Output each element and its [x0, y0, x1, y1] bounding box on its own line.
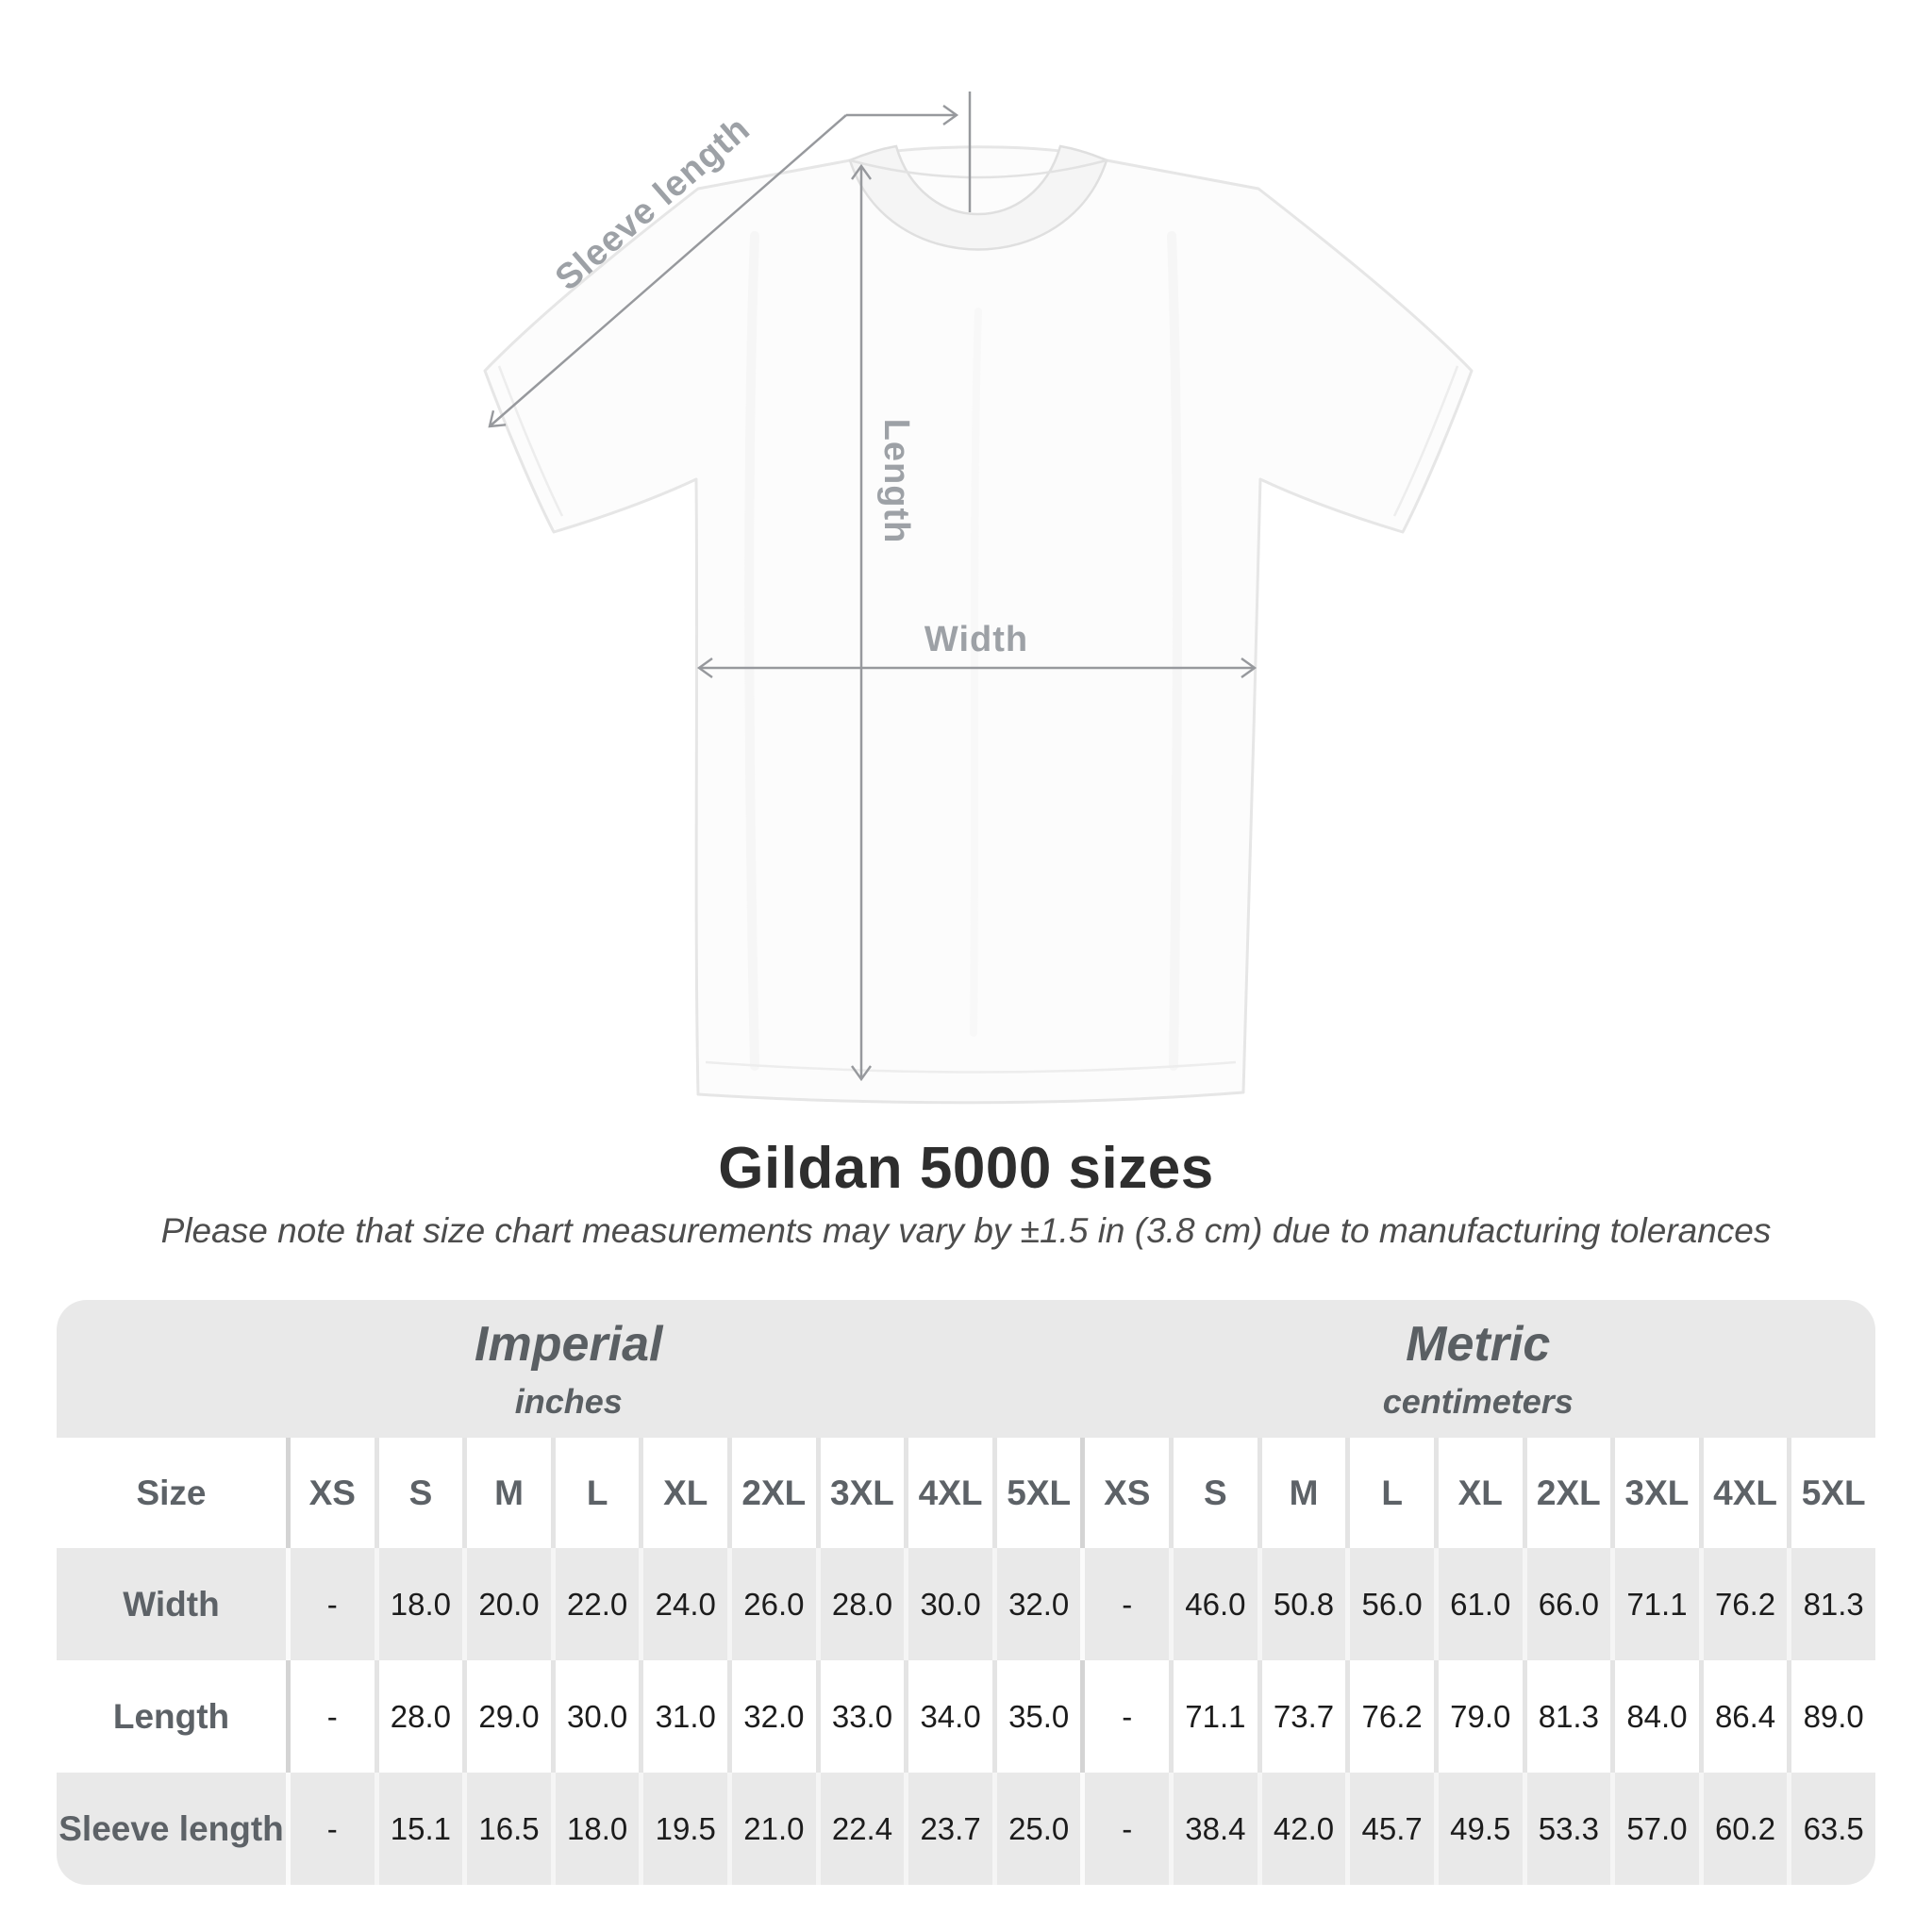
- cell-imperial-5xl: 32.0: [991, 1548, 1081, 1660]
- cell-metric-xs: -: [1080, 1660, 1170, 1773]
- col-header-metric-s: S: [1169, 1438, 1257, 1548]
- cell-metric-s: 46.0: [1169, 1548, 1257, 1660]
- cell-metric-xs: -: [1080, 1773, 1170, 1885]
- cell-imperial-l: 30.0: [550, 1660, 640, 1773]
- col-header-metric-l: L: [1345, 1438, 1434, 1548]
- cell-metric-xl: 79.0: [1433, 1660, 1523, 1773]
- section-header-row: Imperial inches Metric centimeters: [57, 1300, 1875, 1438]
- row-label: Length: [57, 1660, 286, 1773]
- cell-metric-xl: 49.5: [1433, 1773, 1523, 1885]
- tshirt-size-diagram: Sleeve length Length Width: [483, 92, 1474, 1105]
- page-subtitle: Please note that size chart measurements…: [160, 1211, 1772, 1250]
- sleeve-length-arrow: [488, 114, 847, 428]
- cell-metric-xs: -: [1080, 1548, 1170, 1660]
- table-row-length: Length -28.0 29.0 30.0 31.0 32.0 33.0 34.0 35.0-…: [57, 1660, 1875, 1773]
- cell-imperial-xl: 19.5: [639, 1773, 728, 1885]
- cell-metric-5xl: 89.0: [1787, 1660, 1875, 1773]
- col-header-metric-3xl: 3XL: [1610, 1438, 1699, 1548]
- page-title: Gildan 5000 sizes: [718, 1136, 1214, 1201]
- cell-imperial-2xl: 26.0: [727, 1548, 816, 1660]
- cell-metric-m: 50.8: [1257, 1548, 1346, 1660]
- cell-imperial-l: 22.0: [550, 1548, 640, 1660]
- imperial-unit: inches: [514, 1382, 623, 1421]
- cell-metric-4xl: 86.4: [1698, 1660, 1788, 1773]
- col-header-imperial-4xl: 4XL: [904, 1438, 992, 1548]
- col-header-imperial-2xl: 2XL: [727, 1438, 816, 1548]
- cell-metric-2xl: 81.3: [1522, 1660, 1611, 1773]
- cell-imperial-3xl: 28.0: [815, 1548, 905, 1660]
- cell-imperial-l: 18.0: [550, 1773, 640, 1885]
- size-chart-table: Imperial inches Metric centimeters Size …: [57, 1300, 1875, 1885]
- cell-imperial-5xl: 25.0: [991, 1773, 1081, 1885]
- col-header-metric-5xl: 5XL: [1787, 1438, 1875, 1548]
- cell-imperial-s: 18.0: [374, 1548, 463, 1660]
- cell-imperial-2xl: 32.0: [727, 1660, 816, 1773]
- cell-metric-4xl: 60.2: [1698, 1773, 1788, 1885]
- size-chart: Imperial inches Metric centimeters Size …: [57, 1300, 1875, 1885]
- metric-unit: centimeters: [1382, 1382, 1574, 1421]
- table-row-sleeve-length: Sleeve length -15.1 16.5 18.0 19.5 21.0 22.4 23…: [57, 1773, 1875, 1885]
- cell-imperial-s: 15.1: [374, 1773, 463, 1885]
- cell-imperial-4xl: 23.7: [904, 1773, 992, 1885]
- row-label: Sleeve length: [57, 1773, 286, 1885]
- cell-metric-5xl: 63.5: [1787, 1773, 1875, 1885]
- cell-imperial-xl: 24.0: [639, 1548, 728, 1660]
- cell-imperial-4xl: 30.0: [904, 1548, 992, 1660]
- cell-metric-l: 76.2: [1345, 1660, 1434, 1773]
- cell-metric-5xl: 81.3: [1787, 1548, 1875, 1660]
- imperial-label: Imperial: [475, 1317, 663, 1372]
- row-label: Width: [57, 1548, 286, 1660]
- collar: [848, 144, 1108, 251]
- cell-imperial-m: 29.0: [462, 1660, 551, 1773]
- col-header-imperial-5xl: 5XL: [991, 1438, 1081, 1548]
- imperial-section-header: Imperial inches: [57, 1300, 1081, 1438]
- cell-imperial-3xl: 33.0: [815, 1660, 905, 1773]
- cell-metric-m: 42.0: [1257, 1773, 1346, 1885]
- cell-metric-s: 38.4: [1169, 1773, 1257, 1885]
- tshirt-graphic: Sleeve length Length Width: [483, 92, 1474, 1105]
- cell-imperial-xs: -: [286, 1660, 375, 1773]
- col-header-imperial-xs: XS: [286, 1438, 375, 1548]
- metric-section-header: Metric centimeters: [1080, 1300, 1875, 1438]
- length-label: Length: [876, 419, 916, 544]
- col-header-metric-xs: XS: [1080, 1438, 1170, 1548]
- cell-metric-2xl: 66.0: [1522, 1548, 1611, 1660]
- cell-metric-m: 73.7: [1257, 1660, 1346, 1773]
- col-header-metric-2xl: 2XL: [1522, 1438, 1611, 1548]
- size-header-row: Size XS S M L XL 2XL 3XL 4XL 5XL XS S M L XL 2XL 3XL 4XL…: [57, 1438, 1875, 1548]
- cell-metric-2xl: 53.3: [1522, 1773, 1611, 1885]
- metric-label: Metric: [1406, 1317, 1551, 1372]
- size-column-header: Size: [57, 1438, 286, 1548]
- col-header-imperial-3xl: 3XL: [815, 1438, 905, 1548]
- col-header-imperial-s: S: [374, 1438, 463, 1548]
- cell-imperial-xl: 31.0: [639, 1660, 728, 1773]
- cell-imperial-s: 28.0: [374, 1660, 463, 1773]
- cell-imperial-4xl: 34.0: [904, 1660, 992, 1773]
- col-header-imperial-l: L: [550, 1438, 640, 1548]
- col-header-imperial-xl: XL: [639, 1438, 728, 1548]
- cell-metric-4xl: 76.2: [1698, 1548, 1788, 1660]
- cell-imperial-xs: -: [286, 1773, 375, 1885]
- col-header-metric-xl: XL: [1433, 1438, 1523, 1548]
- cell-metric-l: 56.0: [1345, 1548, 1434, 1660]
- col-header-metric-m: M: [1257, 1438, 1346, 1548]
- cell-imperial-m: 20.0: [462, 1548, 551, 1660]
- table-row-width: Width -18.0 20.0 22.0 24.0 26.0 28.0 30.0 32.0-4…: [57, 1548, 1875, 1660]
- cell-imperial-xs: -: [286, 1548, 375, 1660]
- cell-metric-3xl: 57.0: [1610, 1773, 1699, 1885]
- cell-metric-3xl: 71.1: [1610, 1548, 1699, 1660]
- cell-metric-xl: 61.0: [1433, 1548, 1523, 1660]
- width-label: Width: [924, 620, 1028, 659]
- cell-imperial-m: 16.5: [462, 1773, 551, 1885]
- cell-metric-l: 45.7: [1345, 1773, 1434, 1885]
- cell-imperial-3xl: 22.4: [815, 1773, 905, 1885]
- col-header-metric-4xl: 4XL: [1698, 1438, 1788, 1548]
- col-header-imperial-m: M: [462, 1438, 551, 1548]
- cell-imperial-2xl: 21.0: [727, 1773, 816, 1885]
- cell-metric-3xl: 84.0: [1610, 1660, 1699, 1773]
- cell-metric-s: 71.1: [1169, 1660, 1257, 1773]
- cell-imperial-5xl: 35.0: [991, 1660, 1081, 1773]
